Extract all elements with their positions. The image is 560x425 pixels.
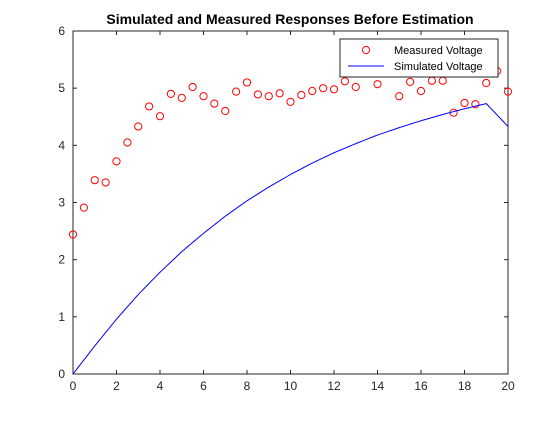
x-tick-label: 14	[371, 379, 385, 393]
measured-voltage-point	[145, 102, 154, 111]
legend-label: Simulated Voltage	[394, 61, 483, 73]
legend-box	[339, 38, 499, 78]
simulated-voltage-line	[72, 103, 509, 375]
measured-voltage-point	[340, 77, 349, 86]
legend: Measured Voltage Simulated Voltage	[339, 38, 499, 78]
measured-voltage-point	[68, 230, 78, 239]
y-tick-label: 1	[58, 310, 65, 324]
measured-voltage-point	[210, 99, 219, 108]
x-tick-label: 4	[157, 379, 164, 393]
measured-voltage-point	[395, 92, 404, 101]
axes-box	[72, 30, 509, 375]
x-tick-label: 18	[458, 379, 472, 393]
x-tick-label: 2	[113, 379, 120, 393]
measured-voltage-point	[221, 106, 230, 116]
y-tick-label: 5	[58, 81, 65, 95]
measured-voltage-point	[329, 85, 339, 94]
measured-voltage-point	[112, 157, 121, 166]
measured-voltage-point	[155, 112, 165, 121]
x-tick-label: 10	[284, 379, 298, 393]
measured-voltage-point	[373, 80, 382, 89]
chart-title: Simulated and Measured Responses Before …	[106, 11, 473, 27]
measured-voltage-point	[101, 178, 110, 187]
x-tick-label: 20	[501, 379, 515, 393]
y-tick-label: 0	[58, 367, 65, 381]
measured-voltage-point	[232, 87, 241, 96]
legend-label: Measured Voltage	[394, 45, 483, 57]
measured-voltage-point	[242, 78, 252, 87]
measured-voltage-point	[253, 90, 262, 99]
measured-voltage-point	[406, 77, 415, 86]
measured-voltage-point	[188, 82, 197, 92]
measured-voltage-point	[177, 93, 186, 102]
x-tick-label: 6	[200, 379, 207, 393]
measured-voltage-point	[460, 98, 469, 108]
measured-voltage-point	[90, 176, 99, 185]
y-tick-label: 4	[58, 138, 65, 152]
x-tick-label: 8	[244, 379, 251, 393]
y-tick-label: 3	[58, 196, 65, 210]
measured-voltage-point	[123, 138, 132, 147]
measured-voltage-point	[199, 92, 208, 101]
y-tick-label: 6	[58, 24, 65, 38]
measured-voltage-point	[482, 78, 491, 88]
measured-voltage-point	[79, 203, 88, 212]
measured-voltage-point	[286, 97, 295, 106]
measured-voltage-point	[308, 86, 317, 96]
measured-voltage-point	[471, 100, 480, 109]
measured-voltage-point	[416, 86, 426, 96]
x-tick-label: 0	[70, 379, 77, 393]
legend-marker-icon	[361, 45, 371, 55]
measured-voltage-point	[297, 90, 306, 100]
measured-voltage-point	[503, 87, 513, 96]
y-tick-label: 2	[58, 253, 65, 267]
measured-voltage-point	[166, 89, 175, 98]
plot-area	[68, 66, 513, 375]
measured-voltage-point	[264, 92, 273, 101]
measured-voltage-point	[275, 89, 284, 98]
x-tick-label: 12	[327, 379, 341, 393]
measured-voltage-point	[351, 82, 360, 92]
measured-voltage-point	[319, 84, 328, 93]
x-tick-label: 16	[414, 379, 428, 393]
measured-voltage-point	[134, 122, 143, 131]
